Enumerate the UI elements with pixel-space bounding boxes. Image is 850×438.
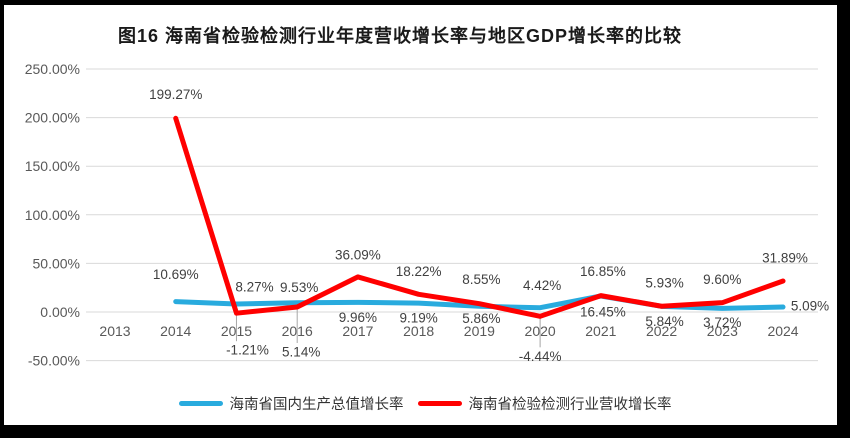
frame-border-top — [0, 0, 850, 5]
y-tick-label: 150.00% — [25, 158, 80, 174]
frame-border-left — [0, 0, 4, 438]
data-label: -1.21% — [226, 343, 269, 358]
data-label: -4.44% — [519, 349, 562, 364]
frame-border-bottom — [0, 425, 850, 438]
x-tick-label: 2024 — [767, 323, 798, 339]
x-tick-label: 2014 — [160, 323, 191, 339]
legend-item-gdp-growth[interactable]: 海南省国内生产总值增长率 — [178, 393, 404, 414]
y-tick-label: 250.00% — [25, 61, 80, 77]
data-label: 5.14% — [282, 345, 320, 360]
data-label: 16.45% — [580, 305, 626, 320]
frame-border-right — [837, 0, 850, 438]
data-label: 9.60% — [703, 272, 741, 287]
data-label: 9.19% — [400, 311, 438, 326]
data-label: 8.27% — [235, 279, 273, 294]
data-label: 8.55% — [462, 272, 500, 287]
y-tick-label: -50.00% — [28, 353, 80, 369]
data-label: 9.96% — [339, 310, 377, 325]
y-tick-label: 0.00% — [40, 304, 80, 320]
x-tick-label: 2017 — [342, 323, 373, 339]
legend-label-gdp-growth: 海南省国内生产总值增长率 — [229, 397, 404, 413]
x-tick-label: 2013 — [99, 323, 130, 339]
data-label: 5.86% — [462, 311, 500, 326]
chart-legend: 海南省国内生产总值增长率 海南省检验检测行业营收增长率 — [0, 393, 850, 414]
data-label: 9.53% — [280, 280, 318, 295]
data-label: 5.09% — [791, 299, 829, 314]
x-tick-label: 2018 — [403, 323, 434, 339]
x-tick-label: 2019 — [464, 323, 495, 339]
x-tick-label: 2021 — [585, 323, 616, 339]
data-label: 199.27% — [149, 87, 202, 102]
y-tick-label: 50.00% — [33, 255, 80, 271]
x-tick-label: 2023 — [707, 323, 738, 339]
data-label: 31.89% — [762, 251, 808, 266]
y-tick-label: 200.00% — [25, 110, 80, 126]
data-label: 3.72% — [703, 315, 741, 330]
data-label: 4.42% — [523, 278, 561, 293]
legend-label-testing-revenue-growth: 海南省检验检测行业营收增长率 — [468, 397, 672, 413]
data-label: 18.22% — [396, 264, 442, 279]
data-label: 10.69% — [153, 267, 199, 282]
legend-line-swatch-blue — [178, 401, 223, 406]
legend-line-swatch-red — [417, 401, 462, 406]
chart-title: 图16 海南省检验检测行业年度营收增长率与地区GDP增长率的比较 — [117, 26, 683, 46]
data-label: 5.93% — [645, 276, 683, 291]
data-label: 36.09% — [335, 247, 381, 262]
data-label: 5.84% — [645, 314, 683, 329]
series-line — [173, 115, 786, 319]
y-tick-label: 100.00% — [25, 207, 80, 223]
data-label: 16.85% — [580, 264, 626, 279]
legend-item-testing-revenue-growth[interactable]: 海南省检验检测行业营收增长率 — [417, 393, 672, 414]
x-tick-label: 2022 — [646, 323, 677, 339]
